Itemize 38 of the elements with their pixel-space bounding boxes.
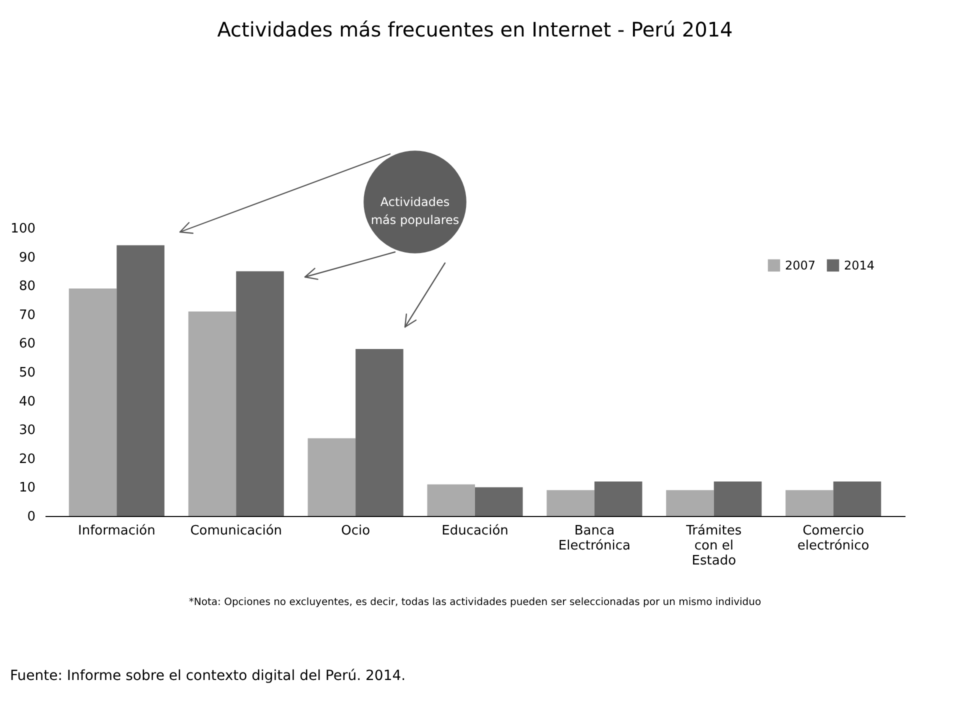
- x-tick-label: Comunicación: [190, 524, 282, 538]
- bar: [833, 481, 882, 516]
- x-tick-label: Educación: [442, 524, 508, 538]
- bar: [786, 490, 834, 516]
- text: *Nota: Opciones no excluyentes, es decir, todas las actividades pueden ser seleccionadas por un mismo individuo: [188, 597, 762, 608]
- bar: [475, 487, 523, 516]
- y-tick-label: 20: [18, 452, 36, 467]
- y-tick-label: 40: [18, 394, 36, 410]
- bar: [68, 288, 117, 516]
- y-tick-label: 70: [18, 308, 36, 323]
- legend-label: 2014: [844, 258, 875, 272]
- bar: [546, 490, 594, 516]
- y-tick-label: 0: [27, 510, 36, 524]
- text: Actividades más populares: [370, 195, 460, 227]
- source-note: Fuente: Informe sobre el contexto digital del Perú. 2014.: [10, 668, 406, 684]
- bar: [427, 484, 475, 516]
- y-tick-label: 90: [18, 250, 36, 266]
- y-tick-label: 10: [18, 480, 36, 496]
- x-tick-label: Información: [78, 524, 156, 538]
- y-tick-label: 60: [18, 336, 36, 352]
- bar: [308, 438, 356, 516]
- y-tick-label: 100: [10, 222, 36, 236]
- bar: [116, 245, 164, 516]
- bar: [594, 481, 642, 516]
- x-tick-label: Comercio electrónico: [797, 524, 870, 554]
- x-tick-label: Banca Electrónica: [558, 524, 630, 554]
- y-tick-label: 30: [18, 423, 36, 438]
- bar: [666, 490, 714, 516]
- bar: [356, 348, 404, 516]
- bar: [188, 312, 236, 516]
- y-tick-label: 80: [18, 279, 36, 294]
- x-tick-label: Trámites con el Estado: [685, 524, 742, 568]
- chart-title: Actividades más frecuentes en Internet - Perú 2014: [217, 18, 733, 42]
- x-tick-label: Ocio: [341, 524, 370, 538]
- bar: [714, 481, 762, 516]
- legend-label: 2007: [785, 258, 816, 272]
- y-tick-label: 50: [18, 366, 36, 380]
- bar: [236, 271, 284, 516]
